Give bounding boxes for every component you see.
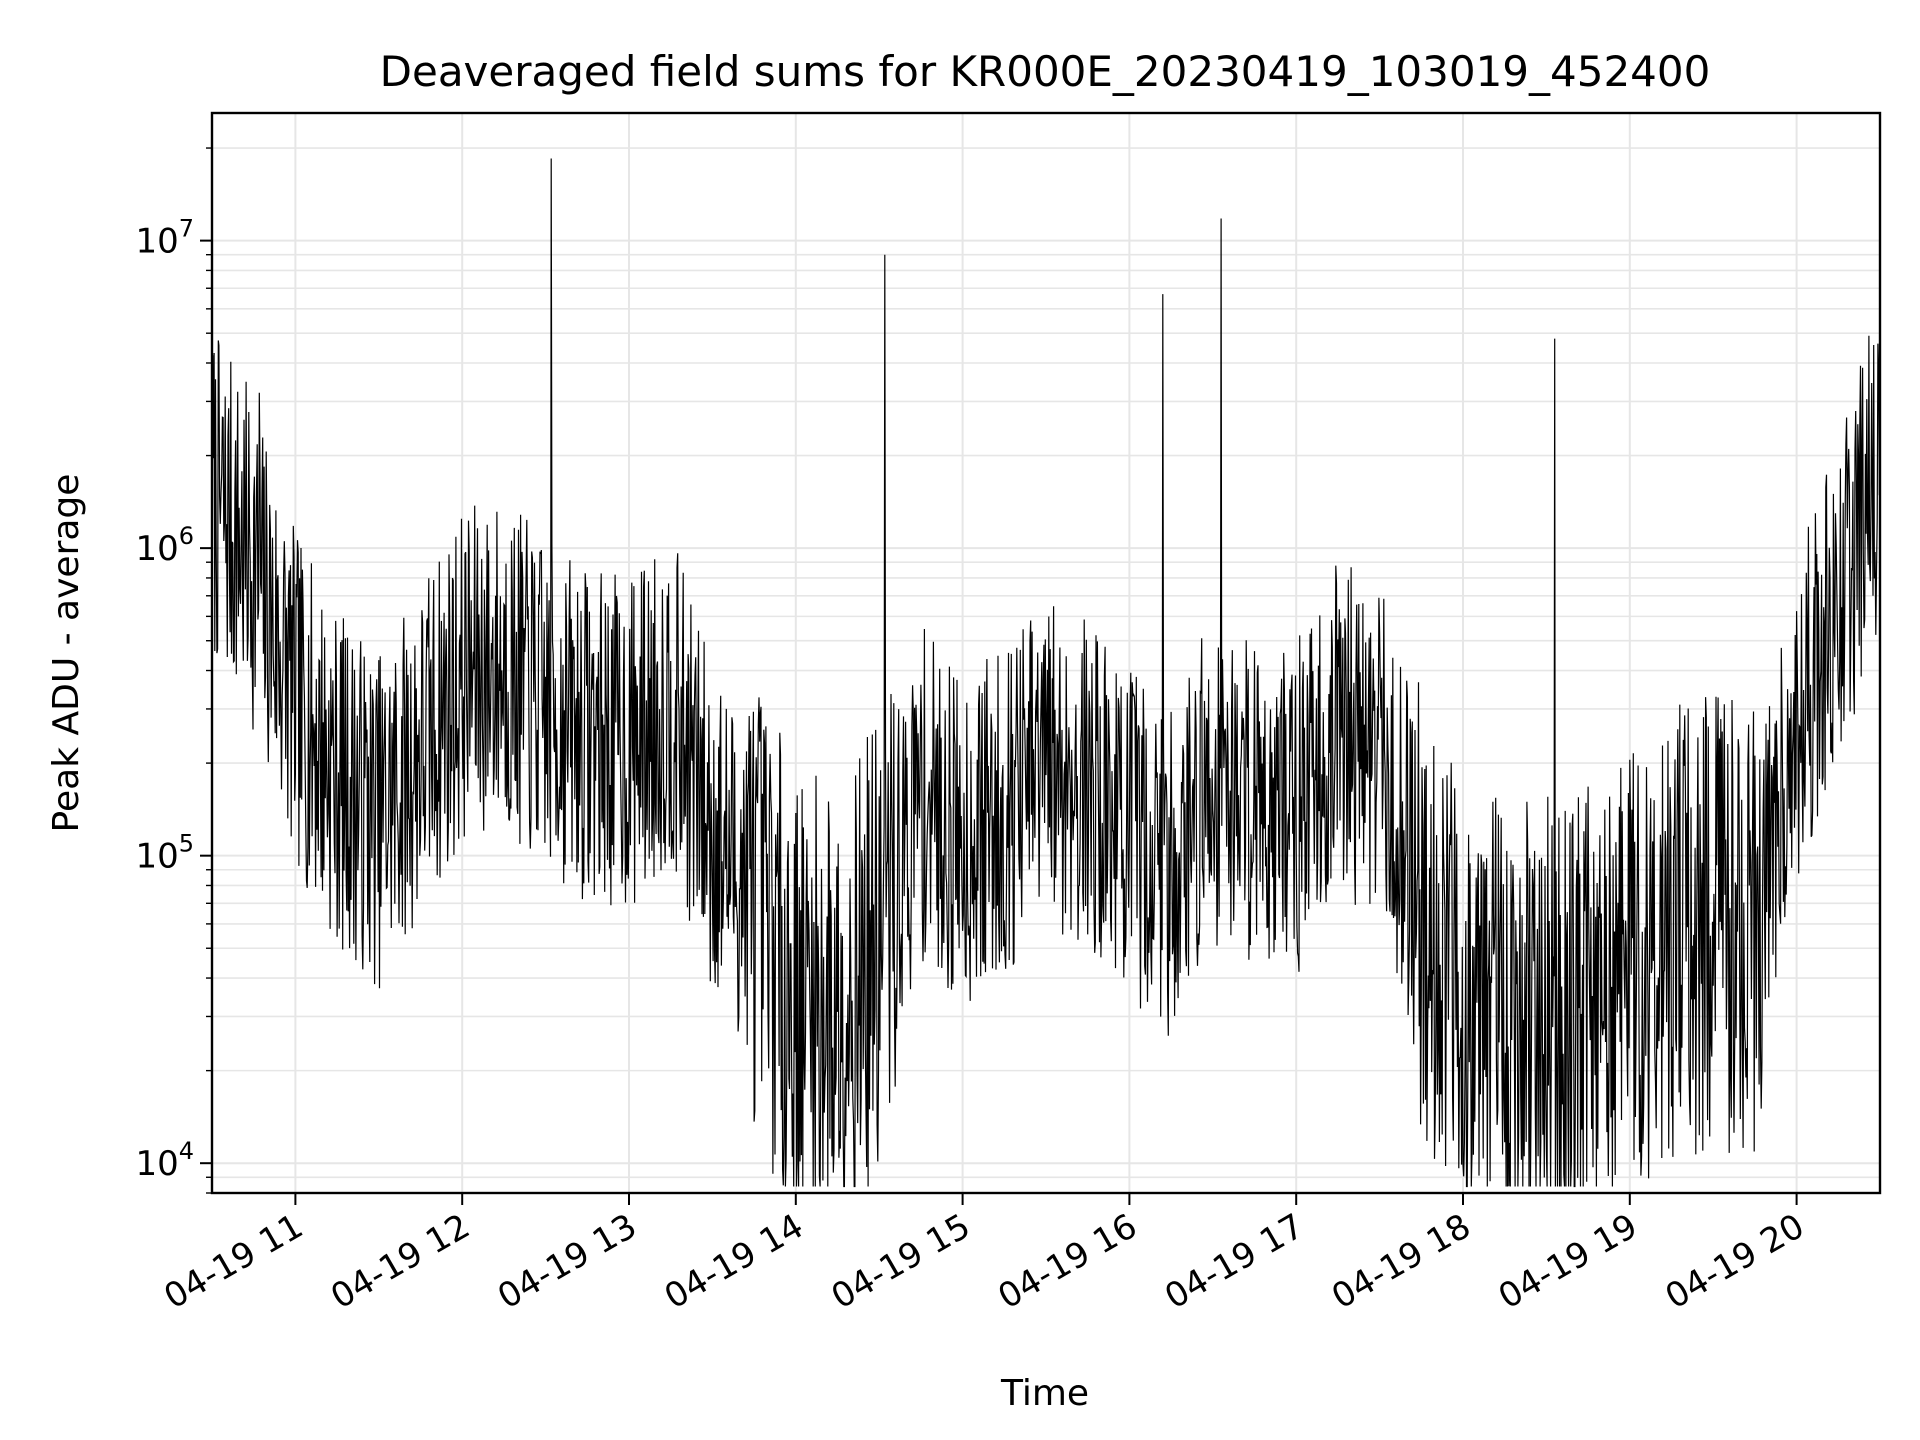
plot-frame: [210, 111, 1882, 1195]
y-tick-label: 106: [135, 522, 194, 569]
series-line: [211, 158, 1881, 1188]
y-tick-base: 10: [135, 222, 178, 262]
y-tick-exponent: 4: [179, 1137, 194, 1165]
y-tick-exponent: 5: [179, 830, 194, 858]
y-tick-label: 107: [135, 215, 194, 262]
y-tick-label: 105: [135, 830, 194, 877]
y-axis-label: Peak ADU - average: [46, 474, 87, 833]
y-tick-exponent: 6: [179, 522, 194, 550]
x-axis-label: Time: [1000, 1373, 1089, 1414]
data-series: [211, 158, 1881, 1188]
y-tick-exponent: 7: [179, 215, 194, 243]
y-tick-base: 10: [135, 1144, 178, 1184]
y-tick-base: 10: [135, 837, 178, 877]
y-tick-label: 104: [135, 1137, 194, 1184]
y-tick-base: 10: [135, 529, 178, 569]
chart-title: Deaveraged field sums for KR000E_2023041…: [380, 47, 1711, 96]
